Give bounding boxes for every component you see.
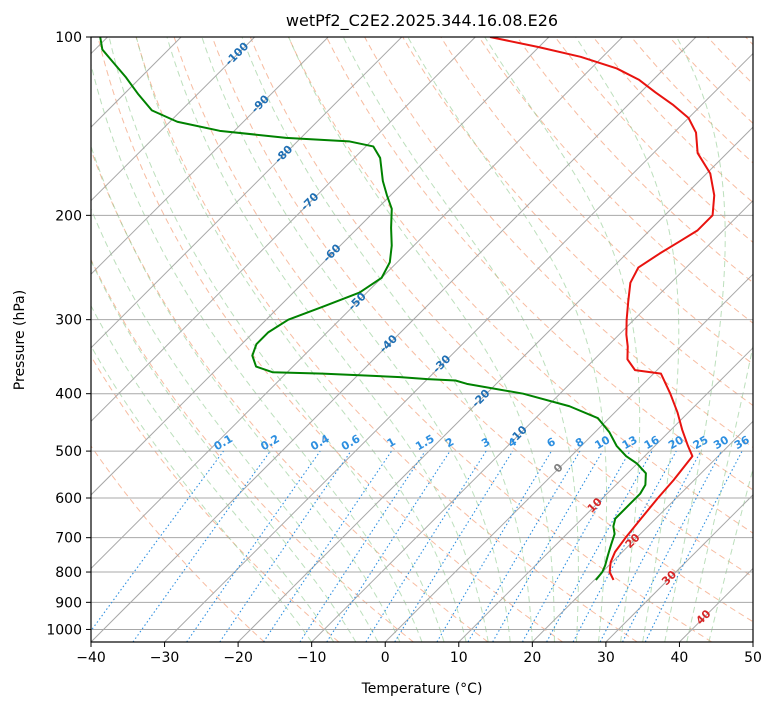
dry-adiabat	[135, 37, 638, 642]
moist-adiabat	[91, 207, 379, 642]
isotherm-line	[605, 494, 753, 642]
dry-adiabat	[326, 37, 753, 491]
moist-adiabat	[342, 37, 579, 642]
x-tick-label: 10	[450, 650, 468, 666]
mixing-ratio-line	[365, 450, 487, 642]
dry-adiabat	[478, 37, 753, 324]
dry-adiabat	[211, 37, 753, 623]
x-tick-label: −40	[76, 650, 106, 666]
mixing-ratio-line	[521, 450, 631, 642]
isotherm-line	[91, 37, 550, 496]
y-tick-label: 400	[55, 387, 82, 403]
moist-adiabat	[166, 37, 489, 642]
y-tick-label: 900	[55, 595, 82, 611]
moist-adiabat	[407, 37, 608, 642]
mixing-ratio-line	[132, 450, 271, 642]
moist-adiabat	[241, 37, 533, 642]
isotherm-line	[91, 37, 256, 202]
plot-layer	[91, 37, 753, 642]
moist-adiabat	[91, 259, 357, 642]
mixing-ratio-line	[572, 450, 677, 642]
isotherm-line	[91, 37, 476, 423]
x-tick-label: 0	[381, 650, 390, 666]
x-tick-label: −10	[297, 650, 327, 666]
dry-adiabat	[91, 445, 265, 642]
y-tick-label: 200	[55, 208, 82, 224]
y-tick-label: 1000	[46, 622, 82, 638]
mixing-ratio-line	[436, 450, 552, 642]
mixing-ratio-line	[91, 450, 224, 632]
moist-adiabat	[484, 37, 641, 642]
dry-adiabat	[173, 37, 713, 642]
mixing-ratio-line	[467, 450, 581, 642]
isotherm-line	[531, 420, 753, 642]
isotherm-line	[237, 126, 753, 642]
x-tick-label: −20	[223, 650, 253, 666]
axis-layer: −40 −30 −20 −10 0 10 20 30 40 50 100 200 300 400 500 60…	[46, 30, 762, 666]
dry-adiabat	[402, 37, 753, 407]
moist-adiabat	[108, 37, 445, 642]
x-tick-label: 40	[671, 650, 689, 666]
dry-adiabat	[287, 37, 753, 534]
isotherm-line	[384, 273, 753, 642]
moist-adiabat	[708, 467, 753, 642]
x-tick-label: 50	[744, 650, 762, 666]
x-tick-label: 20	[523, 650, 541, 666]
plot-area	[91, 37, 753, 642]
isotherm-line	[91, 37, 329, 275]
dry-adiabat	[592, 37, 753, 204]
moist-adiabat	[91, 144, 401, 642]
moist-adiabat	[575, 37, 680, 642]
moist-adiabat	[201, 37, 511, 642]
y-tick-label: 700	[55, 531, 82, 547]
dry-adiabat	[97, 37, 563, 642]
mixing-ratio-line	[394, 450, 514, 642]
isotherm-line	[164, 52, 753, 642]
dry-adiabat	[630, 37, 753, 164]
moist-adiabat	[686, 343, 753, 642]
moist-adiabat	[664, 37, 726, 642]
mixing-ratio-line	[219, 450, 352, 642]
plot-frame	[90, 36, 754, 643]
dry-adiabat	[91, 258, 414, 642]
isotherm-line	[311, 199, 753, 642]
y-tick-label: 800	[55, 565, 82, 581]
mixing-ratio-line	[186, 450, 321, 642]
y-axis-label: Pressure (hPa)	[12, 290, 28, 390]
x-axis-label: Temperature (°C)	[361, 681, 483, 697]
chart-title: wetPf2_C2E2.2025.344.16.08.E26	[286, 11, 558, 31]
dewpoint-profile-line	[99, 37, 647, 581]
moist-adiabat	[135, 37, 467, 642]
y-tick-label: 600	[55, 491, 82, 507]
isotherm-line	[458, 347, 753, 642]
y-tick-label: 100	[55, 30, 82, 46]
temperature-profile-line	[489, 37, 716, 581]
moist-adiabat	[91, 304, 335, 642]
mixing-ratio-line	[326, 450, 451, 642]
moist-adiabat	[91, 62, 423, 642]
mixing-ratio-line	[546, 450, 653, 642]
x-tick-label: −30	[150, 650, 180, 666]
mixing-ratio-line	[492, 450, 604, 642]
y-tick-label: 300	[55, 313, 82, 329]
isotherm-line	[91, 37, 697, 642]
x-tick-label: 30	[597, 650, 615, 666]
isotherm-line	[91, 37, 623, 570]
y-tick-label: 500	[55, 444, 82, 460]
